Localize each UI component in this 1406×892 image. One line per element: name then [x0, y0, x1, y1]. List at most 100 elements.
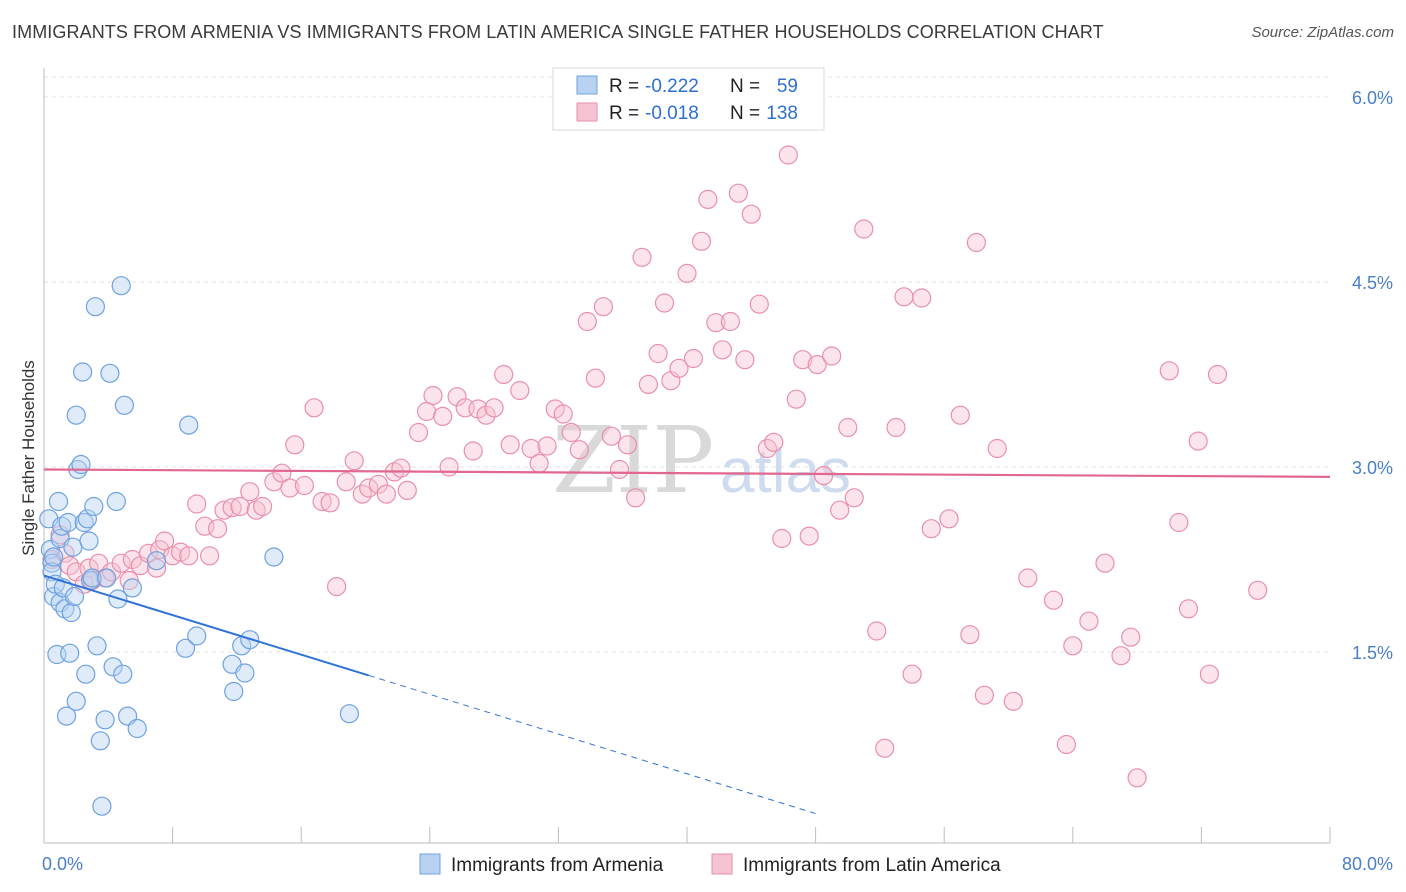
point-armenia-18	[63, 537, 83, 557]
point-latin-america-135	[1188, 431, 1208, 451]
point-armenia-49	[175, 638, 196, 658]
point-latin-america-73	[593, 297, 614, 317]
point-armenia-19	[64, 586, 85, 607]
point-latin-america-132	[1159, 361, 1179, 381]
point-latin-america-37	[304, 398, 324, 418]
point-latin-america-113	[902, 664, 922, 684]
point-latin-america-131	[1127, 768, 1147, 788]
point-latin-america-119	[966, 232, 987, 253]
trendline-armenia	[43, 574, 370, 677]
bottom-legend-swatch-armenia	[419, 853, 441, 875]
point-latin-america-105	[830, 500, 850, 520]
point-latin-america-76	[617, 435, 638, 455]
trend-lines	[43, 468, 1331, 815]
point-latin-america-69	[561, 422, 581, 443]
point-armenia-48	[146, 551, 167, 571]
point-latin-america-75	[609, 459, 630, 480]
point-latin-america-54	[439, 457, 459, 477]
point-armenia-15	[58, 512, 78, 533]
point-latin-america-89	[712, 340, 733, 360]
tick-labels: 1.5% 3.0% 4.5% 6.0% 0.0% 80.0%	[42, 88, 1393, 874]
point-latin-america-85	[683, 348, 704, 369]
point-armenia-30	[82, 568, 102, 588]
point-latin-america-80	[648, 343, 668, 364]
point-latin-america-53	[433, 406, 453, 426]
point-latin-america-51	[417, 401, 437, 422]
point-armenia-27	[77, 509, 98, 529]
point-latin-america-45	[368, 474, 388, 494]
point-armenia-31	[84, 496, 104, 517]
point-latin-america-97	[772, 528, 792, 549]
point-armenia-21	[66, 405, 86, 425]
y-tick-label-1: 3.0%	[1352, 458, 1393, 478]
point-latin-america-31	[253, 496, 273, 517]
point-armenia-25	[74, 512, 94, 533]
legend-n-value-armenia: 59	[777, 76, 798, 97]
point-latin-america-111	[886, 417, 906, 438]
stats-legend: R = -0.222 N = 59 R = -0.018 N = 138	[552, 67, 825, 131]
point-latin-america-136	[1199, 664, 1220, 684]
point-latin-america-123	[1018, 568, 1038, 588]
watermark-atlas: atlas	[720, 437, 851, 506]
point-latin-america-107	[844, 488, 864, 508]
point-latin-america-106	[838, 417, 858, 438]
point-armenia-37	[97, 568, 117, 588]
point-latin-america-65	[529, 453, 549, 473]
point-armenia-24	[72, 362, 93, 382]
point-armenia-42	[111, 276, 131, 296]
point-latin-america-138	[1248, 580, 1268, 600]
point-armenia-17	[61, 602, 81, 623]
point-latin-america-104	[822, 346, 842, 366]
point-latin-america-108	[854, 219, 874, 239]
point-latin-america-78	[632, 247, 652, 267]
y-axis-label: Single Father Households	[19, 360, 38, 556]
point-latin-america-59	[476, 405, 496, 425]
point-latin-america-72	[585, 368, 606, 388]
point-latin-america-92	[735, 350, 755, 370]
bottom-legend-label-armenia: Immigrants from Armenia	[451, 855, 664, 876]
point-latin-america-112	[894, 287, 914, 307]
point-latin-america-125	[1056, 734, 1077, 755]
point-latin-america-137	[1207, 364, 1228, 385]
point-latin-america-39	[320, 493, 340, 513]
point-latin-america-18	[155, 531, 175, 551]
point-latin-america-127	[1079, 611, 1099, 631]
point-armenia-33	[87, 636, 107, 656]
point-latin-america-87	[698, 189, 718, 209]
y-tick-label-3: 6.0%	[1352, 88, 1393, 108]
point-latin-america-24	[200, 546, 220, 566]
point-latin-america-88	[706, 313, 726, 333]
point-latin-america-28	[230, 496, 250, 517]
point-armenia-20	[66, 691, 86, 711]
point-latin-america-117	[950, 405, 970, 425]
point-latin-america-90	[720, 311, 741, 332]
point-latin-america-57	[463, 441, 483, 461]
point-latin-america-103	[813, 466, 834, 486]
point-latin-america-120	[974, 685, 995, 705]
legend-n-value-latin-america: 138	[766, 103, 798, 124]
point-latin-america-44	[359, 478, 379, 498]
point-latin-america-68	[553, 404, 573, 424]
point-armenia-55	[235, 663, 255, 683]
point-armenia-58	[339, 704, 359, 724]
point-latin-america-25	[208, 519, 228, 539]
point-armenia-43	[113, 664, 133, 684]
point-latin-america-96	[764, 432, 784, 452]
point-latin-america-61	[494, 364, 514, 385]
point-latin-america-128	[1095, 553, 1115, 573]
chart-source: Source: ZipAtlas.com	[1251, 24, 1394, 41]
point-armenia-32	[85, 297, 106, 317]
legend-swatch-armenia	[576, 75, 598, 95]
data-points	[39, 145, 1268, 816]
stats-legend-box	[552, 67, 825, 131]
legend-r-value-latin-america: -0.018	[645, 103, 699, 124]
point-latin-america-55	[447, 387, 467, 407]
point-latin-america-109	[867, 621, 887, 641]
point-armenia-44	[114, 395, 135, 415]
point-latin-america-36	[294, 475, 314, 496]
point-armenia-50	[179, 415, 199, 435]
point-latin-america-70	[569, 440, 589, 460]
point-latin-america-41	[336, 472, 356, 492]
point-latin-america-74	[601, 426, 622, 446]
